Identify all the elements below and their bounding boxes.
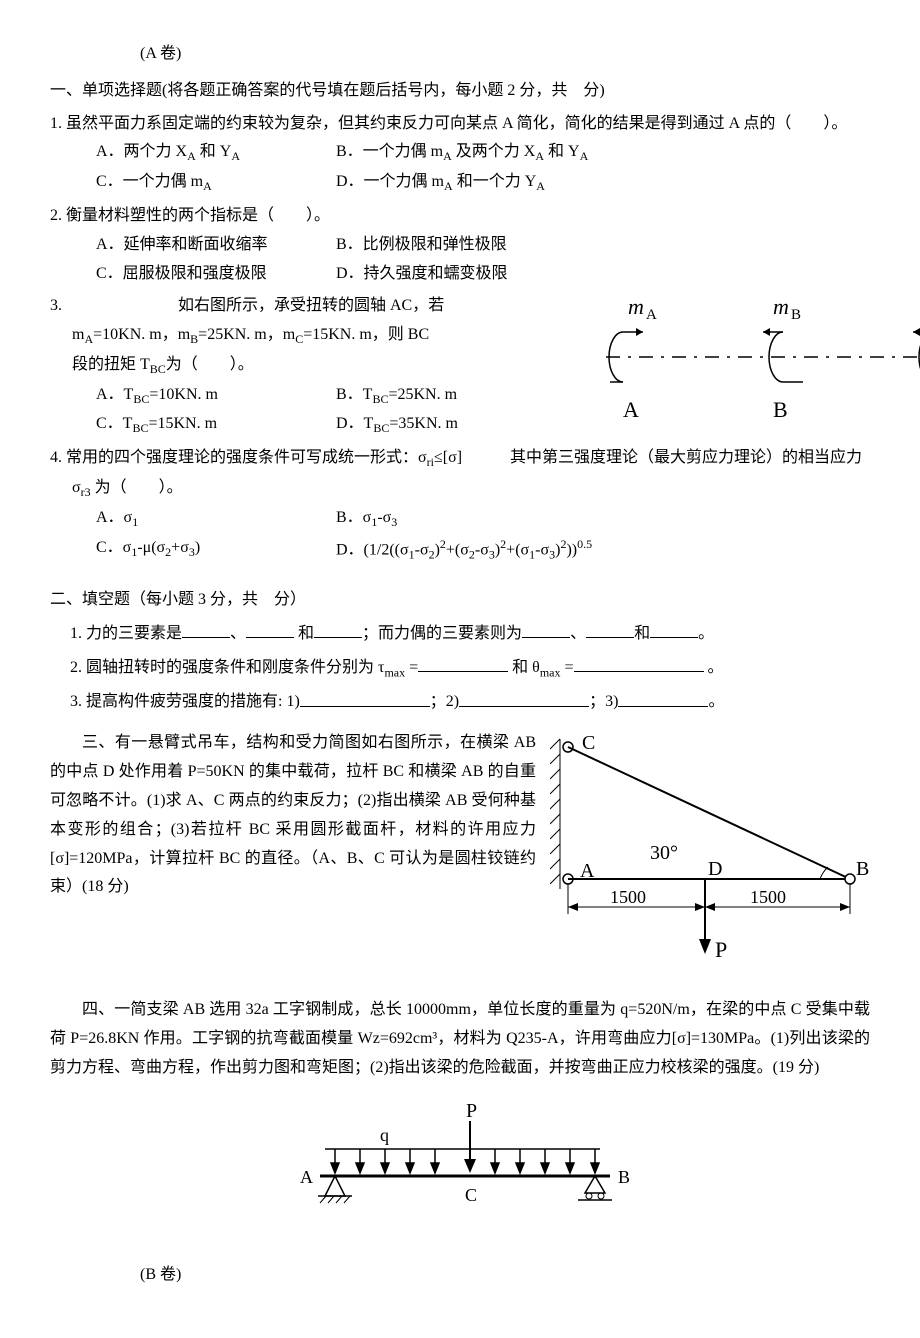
q3-opt-c: C．TBC=15KN. m xyxy=(96,410,336,440)
problem-4-text: 四、一简支梁 AB 选用 32a 工字钢制成，总长 10000mm，单位长度的重… xyxy=(50,996,870,1082)
svg-text:C: C xyxy=(582,732,595,754)
q2-opt-b: B．比例极限和弹性极限 xyxy=(336,231,576,260)
question-4: 4. 常用的四个强度理论的强度条件可写成统一形式：σri≤[σ] 其中第三强度理… xyxy=(50,444,870,565)
q1-opt-c: C．一个力偶 mA xyxy=(96,168,336,198)
svg-text:m: m xyxy=(773,294,789,319)
q4-opt-c: C．σ1-μ(σ2+σ3) xyxy=(96,534,336,566)
svg-text:A: A xyxy=(300,1167,313,1187)
svg-text:q: q xyxy=(380,1125,389,1145)
question-1: 1. 虽然平面力系固定端的约束较为复杂，但其约束反力可向某点 A 简化，简化的结… xyxy=(50,110,870,198)
svg-text:A: A xyxy=(646,307,657,323)
q3-opt-b: B．TBC=25KN. m xyxy=(336,381,576,411)
q3-opt-d: D．TBC=35KN. m xyxy=(336,410,576,440)
q2-opt-c: C．屈服极限和强度极限 xyxy=(96,260,336,289)
svg-text:B: B xyxy=(618,1167,630,1187)
paper-b-label: (B 卷) xyxy=(140,1261,870,1290)
svg-text:A: A xyxy=(623,397,639,422)
problem-3: 三、有一悬臂式吊车，结构和受力简图如右图所示，在横梁 AB 的中点 D 处作用着… xyxy=(50,729,870,980)
p3-figure: C A B D 30° P xyxy=(550,729,870,980)
q3-lead: 如右图所示，承受扭转的圆轴 AC，若 xyxy=(178,297,444,314)
svg-text:1500: 1500 xyxy=(610,887,646,907)
q2-opt-a: A．延伸率和断面收缩率 xyxy=(96,231,336,260)
svg-text:m: m xyxy=(628,294,644,319)
question-3: 3.如右图所示，承受扭转的圆轴 AC，若 mA=10KN. m，mB=25KN.… xyxy=(50,292,870,440)
fill-2: 2. 圆轴扭转时的强度条件和刚度条件分别为 τmax = 和 θmax = 。 xyxy=(70,653,870,684)
fill-1: 1. 力的三要素是、 和；而力偶的三要素则为、和。 xyxy=(70,619,870,649)
svg-text:30°: 30° xyxy=(650,842,678,864)
q1-opt-a: A．两个力 XA 和 YA xyxy=(96,138,336,168)
section-2-header: 二、填空题（每小题 3 分，共 分） xyxy=(50,586,870,615)
q1-opt-d: D．一个力偶 mA 和一个力 YA xyxy=(336,168,576,198)
q2-opt-d: D．持久强度和蠕变极限 xyxy=(336,260,576,289)
p4-figure: P q A B C xyxy=(50,1101,870,1242)
q4-opt-b: B．σ1-σ3 xyxy=(336,504,576,534)
p3-text: 三、有一悬臂式吊车，结构和受力简图如右图所示，在横梁 AB 的中点 D 处作用着… xyxy=(50,729,536,902)
svg-text:B: B xyxy=(856,858,869,880)
svg-text:C: C xyxy=(465,1185,477,1205)
svg-text:P: P xyxy=(466,1101,477,1122)
q2-text: 2. 衡量材料塑性的两个指标是（ ）。 xyxy=(50,202,870,231)
question-2: 2. 衡量材料塑性的两个指标是（ ）。 A．延伸率和断面收缩率 B．比例极限和弹… xyxy=(50,202,870,288)
svg-text:1500: 1500 xyxy=(750,887,786,907)
svg-text:D: D xyxy=(708,858,722,880)
paper-a-label: (A 卷) xyxy=(140,40,870,69)
section-1-header: 一、单项选择题(将各题正确答案的代号填在题后括号内，每小题 2 分，共 分) xyxy=(50,77,870,106)
q3-opt-a: A．TBC=10KN. m xyxy=(96,381,336,411)
q3-figure: mA mB mC A B C xyxy=(588,292,920,433)
svg-text:B: B xyxy=(773,397,788,422)
svg-text:B: B xyxy=(791,307,801,323)
fill-3: 3. 提高构件疲劳强度的措施有: 1)；2)；3)。 xyxy=(70,687,870,717)
svg-text:P: P xyxy=(715,937,727,962)
q4-opt-d: D．(1/2((σ1-σ2)2+(σ2-σ3)2+(σ1-σ3)2))0.5 xyxy=(336,534,756,566)
q4-opt-a: A．σ1 xyxy=(96,504,336,534)
q1-text: 1. 虽然平面力系固定端的约束较为复杂，但其约束反力可向某点 A 简化，简化的结… xyxy=(50,110,870,139)
q1-opt-b: B．一个力偶 mA 及两个力 XA 和 YA xyxy=(336,138,588,168)
